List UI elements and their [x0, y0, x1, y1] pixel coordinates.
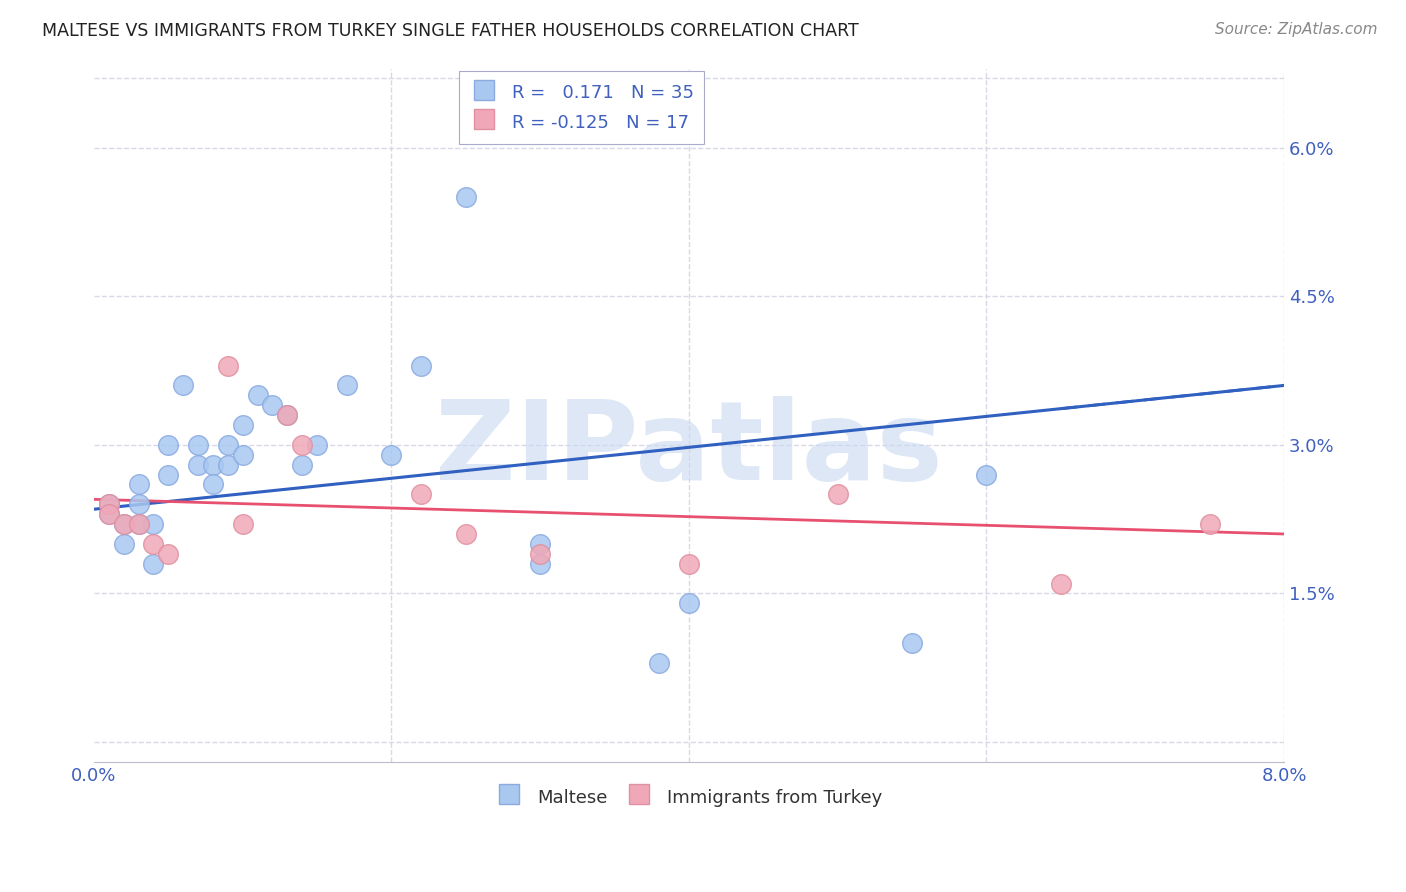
Point: [291, 438, 314, 452]
Point: [291, 458, 314, 472]
Point: [201, 477, 224, 491]
Point: [246, 388, 269, 402]
Point: [97, 507, 120, 521]
Point: [157, 467, 180, 482]
Point: [901, 636, 924, 650]
Legend: Maltese, Immigrants from Turkey: Maltese, Immigrants from Turkey: [488, 779, 890, 815]
Point: [187, 438, 209, 452]
Point: [142, 537, 165, 551]
Point: [217, 458, 239, 472]
Point: [678, 596, 700, 610]
Point: [336, 378, 359, 392]
Point: [128, 517, 150, 532]
Point: [157, 438, 180, 452]
Point: [529, 557, 551, 571]
Point: [411, 359, 433, 373]
Point: [157, 547, 180, 561]
Point: [97, 497, 120, 511]
Point: [232, 517, 254, 532]
Point: [97, 507, 120, 521]
Point: [112, 517, 135, 532]
Point: [142, 557, 165, 571]
Point: [128, 497, 150, 511]
Point: [276, 408, 298, 422]
Point: [648, 656, 671, 670]
Point: [276, 408, 298, 422]
Point: [827, 487, 849, 501]
Point: [411, 487, 433, 501]
Point: [142, 517, 165, 532]
Point: [112, 537, 135, 551]
Text: ZIPatlas: ZIPatlas: [434, 396, 943, 503]
Point: [1198, 517, 1220, 532]
Point: [112, 517, 135, 532]
Text: MALTESE VS IMMIGRANTS FROM TURKEY SINGLE FATHER HOUSEHOLDS CORRELATION CHART: MALTESE VS IMMIGRANTS FROM TURKEY SINGLE…: [42, 22, 859, 40]
Point: [97, 497, 120, 511]
Point: [529, 537, 551, 551]
Point: [454, 527, 477, 541]
Point: [128, 517, 150, 532]
Point: [678, 557, 700, 571]
Point: [976, 467, 998, 482]
Point: [307, 438, 329, 452]
Text: Source: ZipAtlas.com: Source: ZipAtlas.com: [1215, 22, 1378, 37]
Point: [232, 418, 254, 433]
Point: [217, 359, 239, 373]
Point: [217, 438, 239, 452]
Point: [454, 190, 477, 204]
Point: [262, 398, 284, 412]
Point: [172, 378, 194, 392]
Point: [232, 448, 254, 462]
Point: [1050, 576, 1073, 591]
Point: [529, 547, 551, 561]
Point: [128, 477, 150, 491]
Point: [201, 458, 224, 472]
Point: [187, 458, 209, 472]
Point: [380, 448, 402, 462]
